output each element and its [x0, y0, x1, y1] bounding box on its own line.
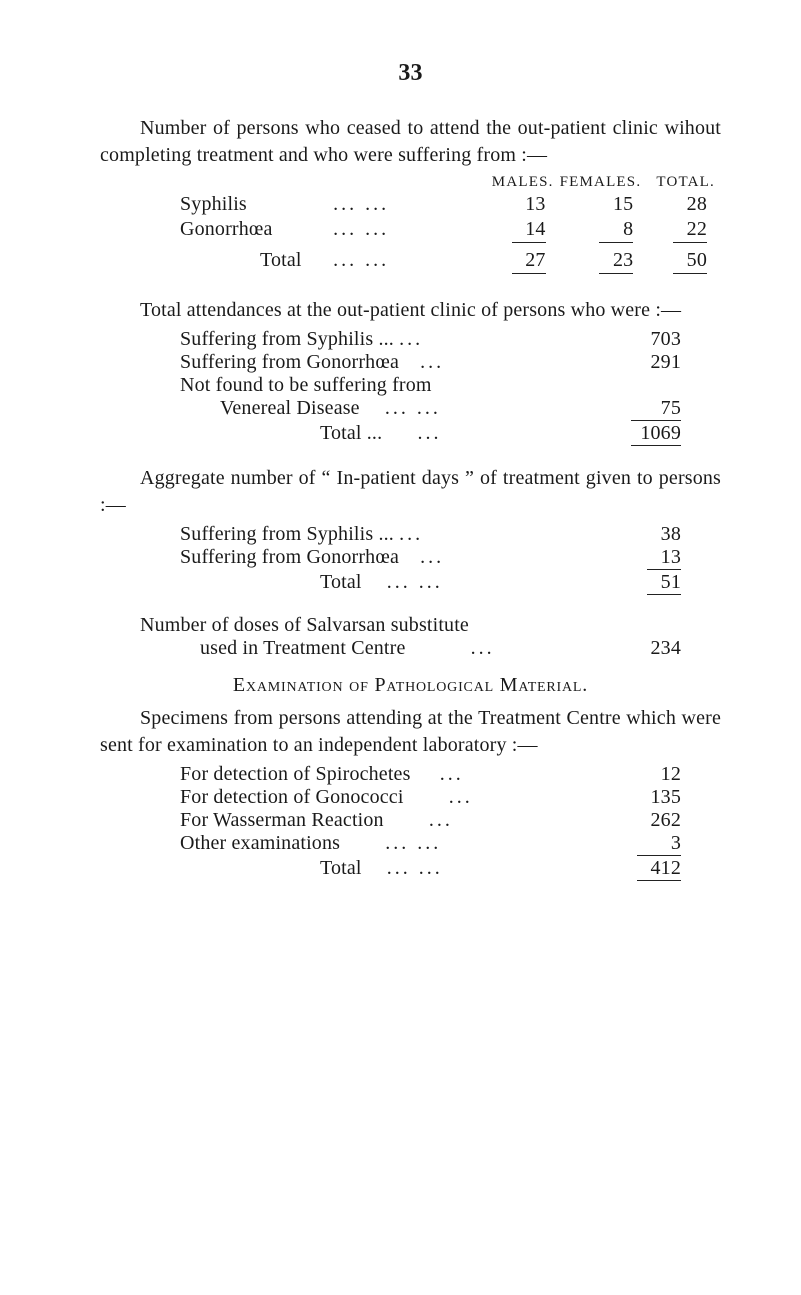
- t1-total-m: 27: [486, 248, 560, 273]
- t1-total-label: Total: [100, 248, 333, 273]
- t2-r1-label: Suffering from Syphilis ...: [180, 328, 394, 350]
- para4-v: 234: [594, 637, 721, 660]
- table-row-total: Total ... ... 412: [100, 857, 721, 880]
- t1-head-females: FEMALES.: [560, 173, 648, 192]
- paragraph-2: Total attendances at the out-patient cli…: [100, 297, 721, 324]
- t4-r1-v: 12: [594, 763, 721, 786]
- salvarsan-block: Number of doses of Salvarsan substitute …: [100, 614, 721, 660]
- t1-r2-f: 8: [560, 217, 648, 242]
- t4-r4-label: Other examinations: [180, 832, 340, 854]
- t2-r1-v: 703: [594, 328, 721, 351]
- t1-r1-t: 28: [647, 192, 721, 217]
- paragraph-5: Specimens from persons attending at the …: [100, 705, 721, 759]
- t1-total-f: 23: [560, 248, 648, 273]
- t1-total-t: 50: [647, 248, 721, 273]
- t3-r2-v: 13: [594, 546, 721, 569]
- t3-r1-label: Suffering from Syphilis ...: [180, 523, 394, 545]
- t1-r2-m: 14: [486, 217, 560, 242]
- table-3: Suffering from Syphilis ... ... 38 Suffe…: [100, 523, 721, 596]
- table-2: Suffering from Syphilis ... ... 703 Suff…: [100, 328, 721, 447]
- t1-head-males: MALES.: [486, 173, 560, 192]
- t2-r3-label-b: Venereal Disease: [220, 397, 360, 419]
- table-1: MALES. FEMALES. TOTAL. Syphilis 13 15 28…: [100, 173, 721, 279]
- table-row: Suffering from Gonorrhœa ... 13: [100, 546, 721, 569]
- t2-total-label: Total ...: [320, 422, 382, 444]
- intro-paragraph-1: Number of persons who ceased to attend t…: [100, 115, 721, 169]
- table-row: Suffering from Syphilis ... ... 38: [100, 523, 721, 546]
- t4-r2-label: For detection of Gonococci: [180, 786, 404, 808]
- t3-total-label: Total: [320, 571, 362, 593]
- t4-total-v: 412: [594, 857, 721, 880]
- t4-r3-v: 262: [594, 809, 721, 832]
- t1-r2-label: Gonorrhœa: [100, 217, 333, 242]
- t2-total-v: 1069: [594, 422, 721, 445]
- page-number: 33: [100, 60, 721, 87]
- t1-r1-f: 15: [560, 192, 648, 217]
- t4-r4-v: 3: [594, 832, 721, 855]
- t1-r2-t: 22: [647, 217, 721, 242]
- table-row-total: Total ... ... 51: [100, 571, 721, 594]
- t1-r1-label: Syphilis: [100, 192, 333, 217]
- t3-r1-v: 38: [594, 523, 721, 546]
- t2-r3-v: 75: [594, 397, 721, 420]
- t3-r2-label: Suffering from Gonorrhœa: [180, 546, 399, 568]
- t4-r1-label: For detection of Spirochetes: [180, 763, 411, 785]
- table-row: For detection of Gonococci ... 135: [100, 786, 721, 809]
- table-row: Gonorrhœa 14 8 22: [100, 217, 721, 242]
- paragraph-3: Aggregate number of “ In-patient days ” …: [100, 465, 721, 519]
- examination-heading: Examination of Pathological Material.: [100, 674, 721, 697]
- t4-total-label: Total: [320, 857, 362, 879]
- table-row: Syphilis 13 15 28: [100, 192, 721, 217]
- table-row-total: Total ... ... 1069: [100, 422, 721, 445]
- table-row: For Wasserman Reaction ... 262: [100, 809, 721, 832]
- table-row: For detection of Spirochetes ... 12: [100, 763, 721, 786]
- table-row: Not found to be suffering from: [100, 374, 721, 397]
- table-row-total: Total 27 23 50: [100, 248, 721, 273]
- t3-total-v: 51: [594, 571, 721, 594]
- t2-r2-label: Suffering from Gonorrhœa: [180, 351, 399, 373]
- table-row: Suffering from Gonorrhœa ... 291: [100, 351, 721, 374]
- t4-r3-label: For Wasserman Reaction: [180, 809, 384, 831]
- para4-b: used in Treatment Centre: [200, 637, 405, 659]
- table-row: Other examinations ... ... 3: [100, 832, 721, 855]
- t4-r2-v: 135: [594, 786, 721, 809]
- t1-r1-m: 13: [486, 192, 560, 217]
- para4-a: Number of doses of Salvarsan substitute: [100, 614, 594, 637]
- table-4: For detection of Spirochetes ... 12 For …: [100, 763, 721, 882]
- table-row: Suffering from Syphilis ... ... 703: [100, 328, 721, 351]
- table-row: Venereal Disease ... ... 75: [100, 397, 721, 420]
- t2-r3-label-a: Not found to be suffering from: [100, 374, 594, 397]
- t2-r2-v: 291: [594, 351, 721, 374]
- t1-head-total: TOTAL.: [647, 173, 721, 192]
